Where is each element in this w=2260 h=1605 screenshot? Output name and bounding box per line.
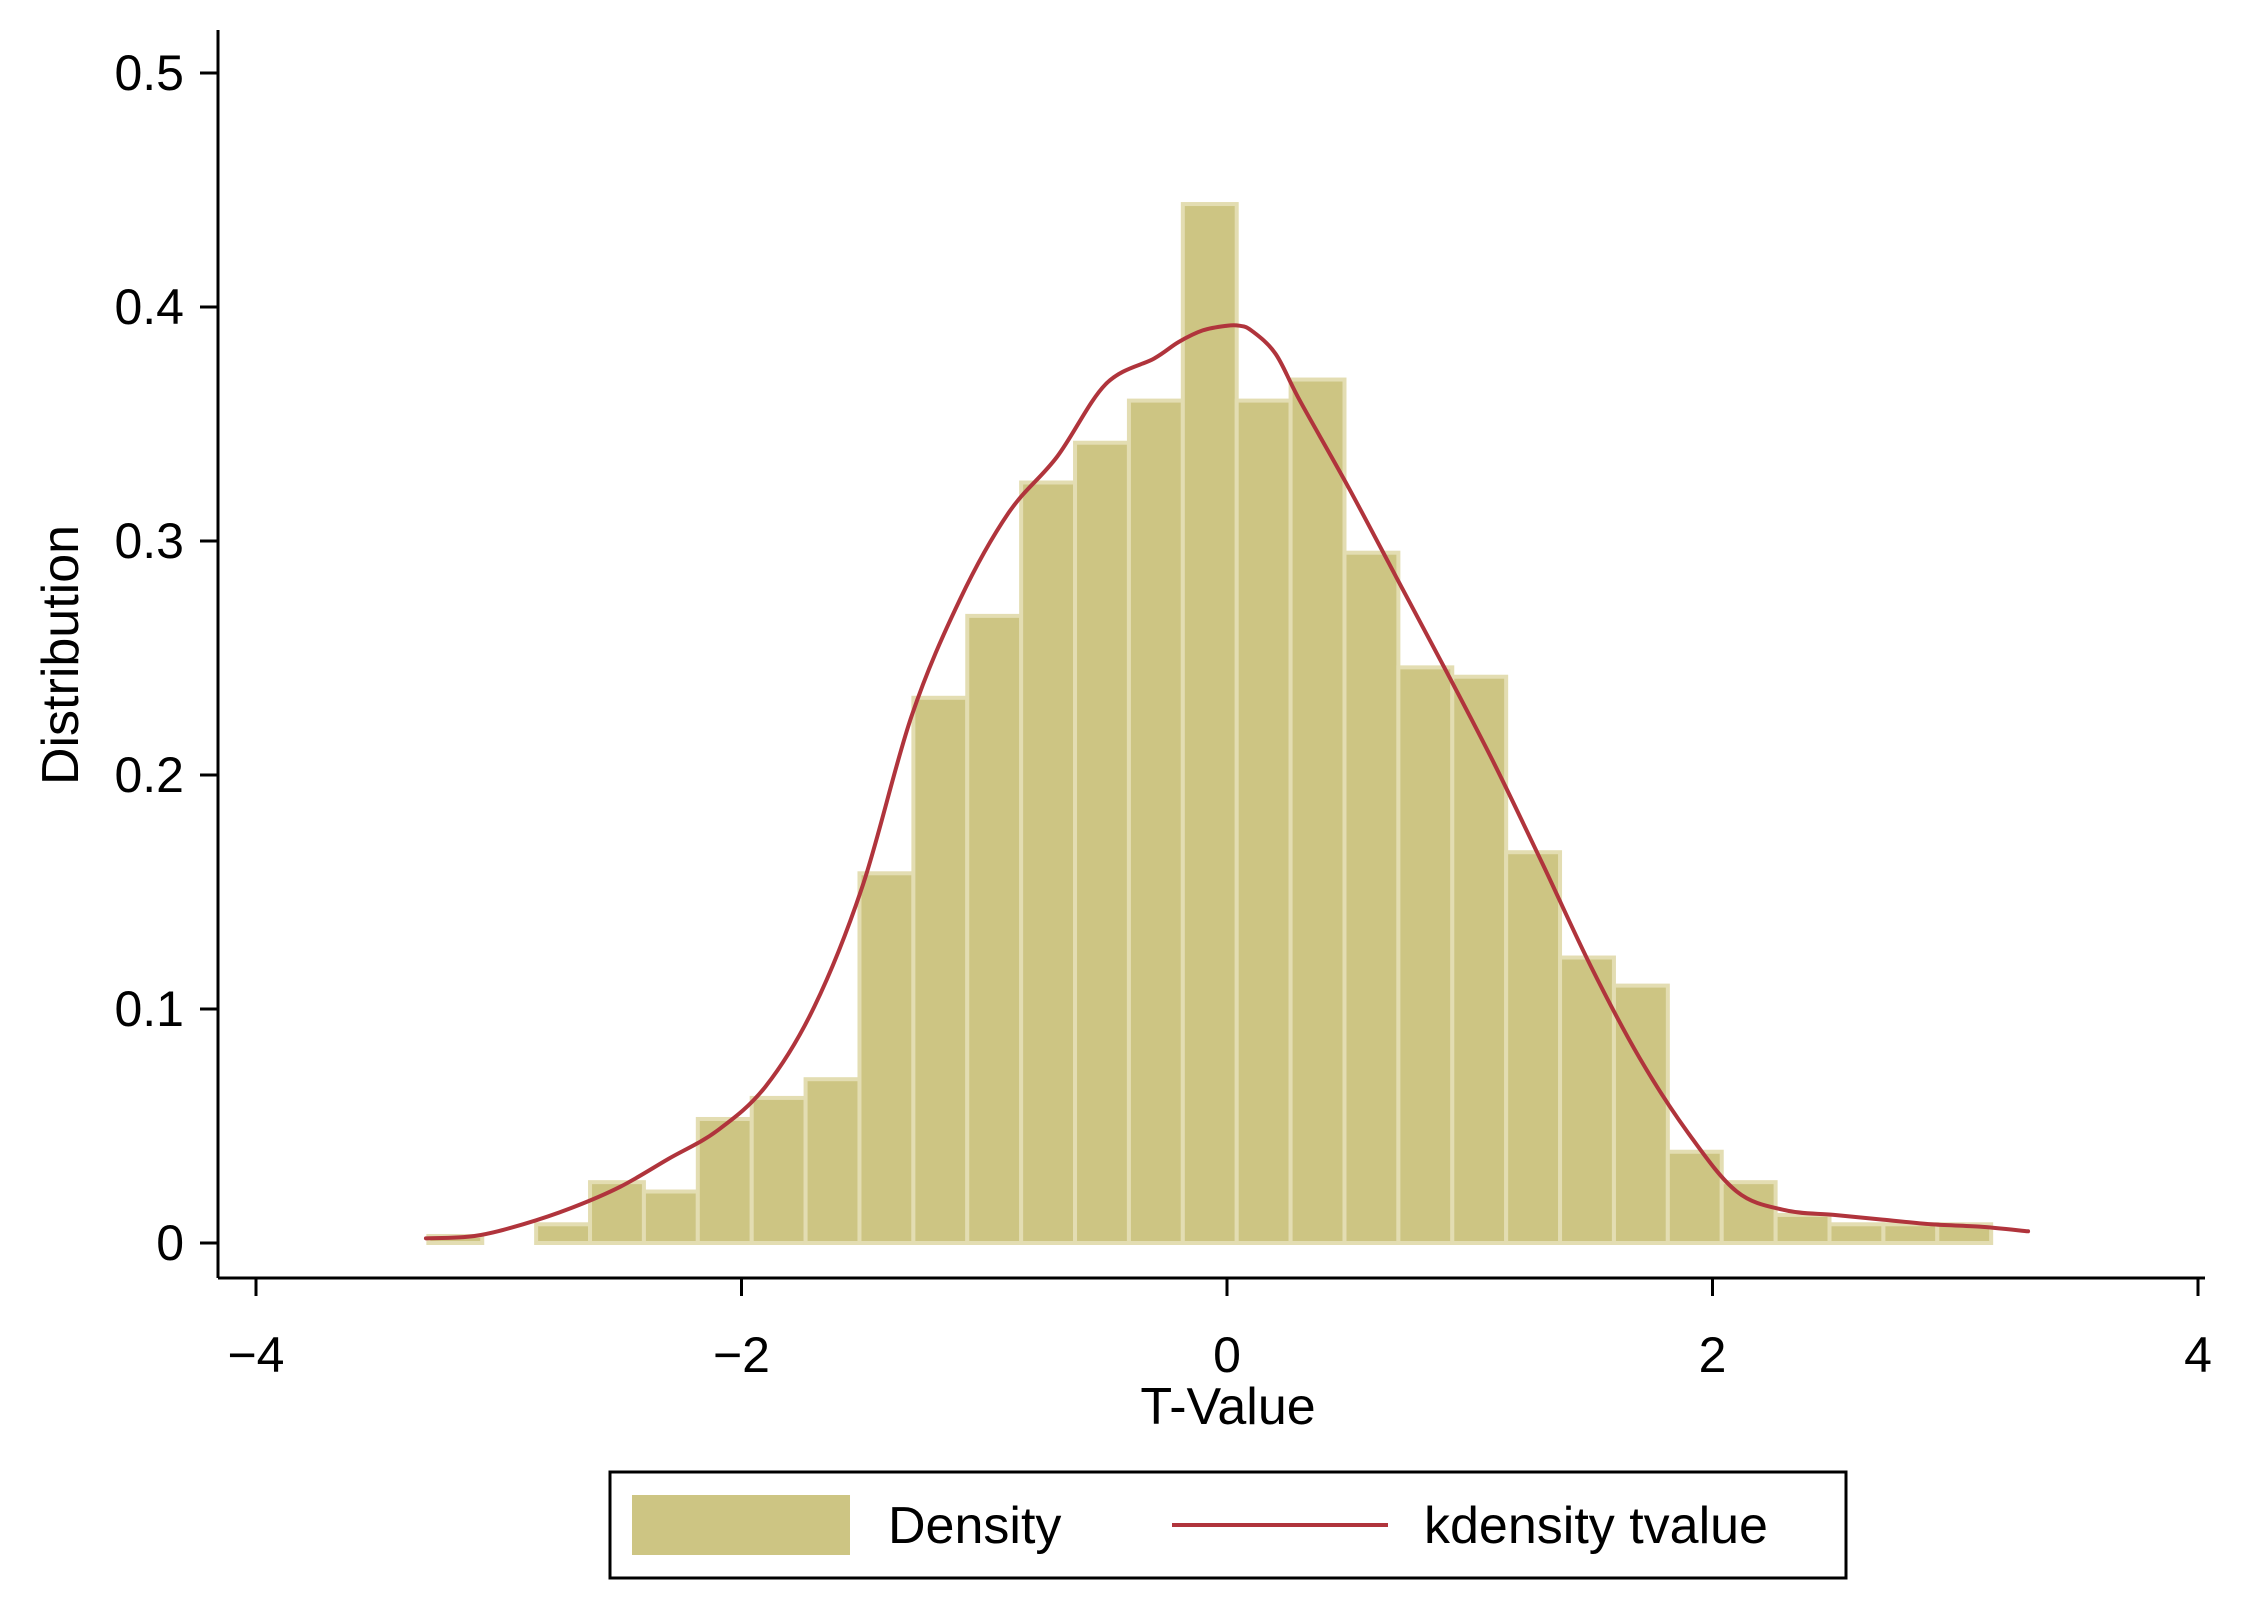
histogram-bar	[1342, 550, 1401, 1245]
histogram-bar	[803, 1077, 862, 1245]
histogram-bar	[911, 695, 970, 1245]
histogram-bar	[1126, 398, 1185, 1246]
x-axis-title: T-Value	[1140, 1378, 1315, 1436]
histogram-bar	[534, 1222, 593, 1246]
histogram-bar	[1773, 1212, 1832, 1246]
y-tick-label: 0	[156, 1215, 184, 1271]
x-tick-label: −2	[713, 1327, 770, 1383]
legend-density-swatch	[632, 1495, 850, 1555]
y-axis-title: Distribution	[32, 525, 90, 785]
histogram-bar	[749, 1095, 808, 1246]
legend: Density kdensity tvalue	[608, 1470, 1848, 1580]
histogram-bar	[1881, 1222, 1940, 1246]
histogram-bar	[1827, 1222, 1886, 1246]
histogram-bar	[1719, 1180, 1778, 1246]
x-tick-label: 2	[1699, 1327, 1727, 1383]
histogram-bar	[1504, 850, 1563, 1245]
legend-density-label: Density	[888, 1497, 1061, 1555]
y-tick-label: 0.4	[114, 279, 184, 335]
histogram-bar	[1234, 398, 1293, 1246]
kdensity-line-group	[423, 323, 2031, 1241]
axes: 0 0.1 0.2 0.3 0.4 0.5 −4 −2 0 2 4 T-Value Distributi…	[32, 30, 2212, 1436]
kdensity-line	[423, 323, 2031, 1241]
y-tick-label: 0.2	[114, 747, 184, 803]
histogram-bar	[857, 871, 916, 1246]
histogram-bar	[641, 1189, 700, 1246]
histogram-bar	[1288, 377, 1347, 1246]
histogram-bars	[426, 202, 1994, 1246]
y-tick-label: 0.5	[114, 45, 184, 101]
histogram-bar	[1558, 955, 1616, 1246]
histogram-bar	[1450, 674, 1509, 1245]
histogram-bar	[1396, 665, 1455, 1245]
x-tick-label: −4	[227, 1327, 284, 1383]
histogram-bar	[1180, 202, 1239, 1245]
legend-kdensity-label: kdensity tvalue	[1424, 1497, 1768, 1555]
x-tick-label: 0	[1213, 1327, 1241, 1383]
x-tick-label: 4	[2184, 1327, 2212, 1383]
histogram-bar	[1019, 480, 1078, 1245]
y-tick-label: 0.1	[114, 981, 184, 1037]
histogram-bar	[588, 1180, 646, 1246]
histogram-bar	[965, 613, 1024, 1245]
histogram-bar	[1073, 440, 1131, 1246]
y-tick-label: 0.3	[114, 513, 184, 569]
